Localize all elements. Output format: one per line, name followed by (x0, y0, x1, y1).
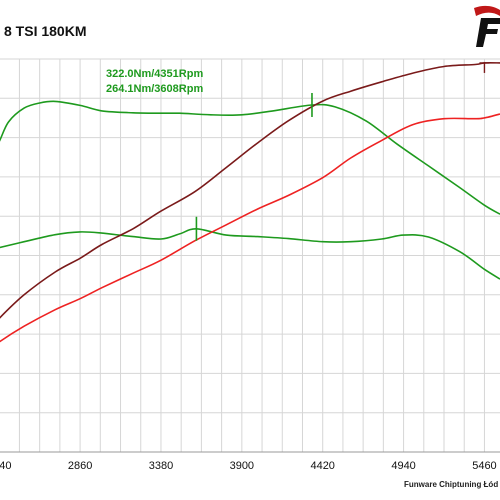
torque-curve-stock (0, 227, 500, 280)
x-tick-label: 3900 (230, 460, 254, 472)
series-group (0, 62, 500, 343)
grid (0, 58, 500, 453)
power-curve-tuned (0, 62, 500, 319)
x-tick-label: 4940 (391, 460, 415, 472)
x-tick-label: 2340 (0, 460, 11, 472)
x-tick-label: 3380 (149, 460, 173, 472)
annotation-torque-max: 322.0Nm/4351Rpm (106, 68, 203, 80)
cursor-markers (195, 61, 490, 241)
x-axis-ticks: 2340 2860 3380 3900 4420 4940 5460 (0, 460, 497, 472)
logo-letter-f (476, 18, 500, 47)
x-tick-label: 5460 (472, 460, 496, 472)
x-tick-label: 2860 (68, 460, 92, 472)
annotation-torque-cursor: 264.1Nm/3608Rpm (106, 83, 203, 95)
torque-curve-tuned (0, 100, 500, 215)
x-tick-label: 4420 (310, 460, 334, 472)
power-curve-stock (0, 113, 500, 343)
logo-swoosh (474, 5, 500, 16)
footer-credit: Funware Chiptuning Łód (404, 480, 498, 489)
chart-title: 8 TSI 180KM (4, 23, 86, 39)
brand-logo (474, 5, 500, 47)
